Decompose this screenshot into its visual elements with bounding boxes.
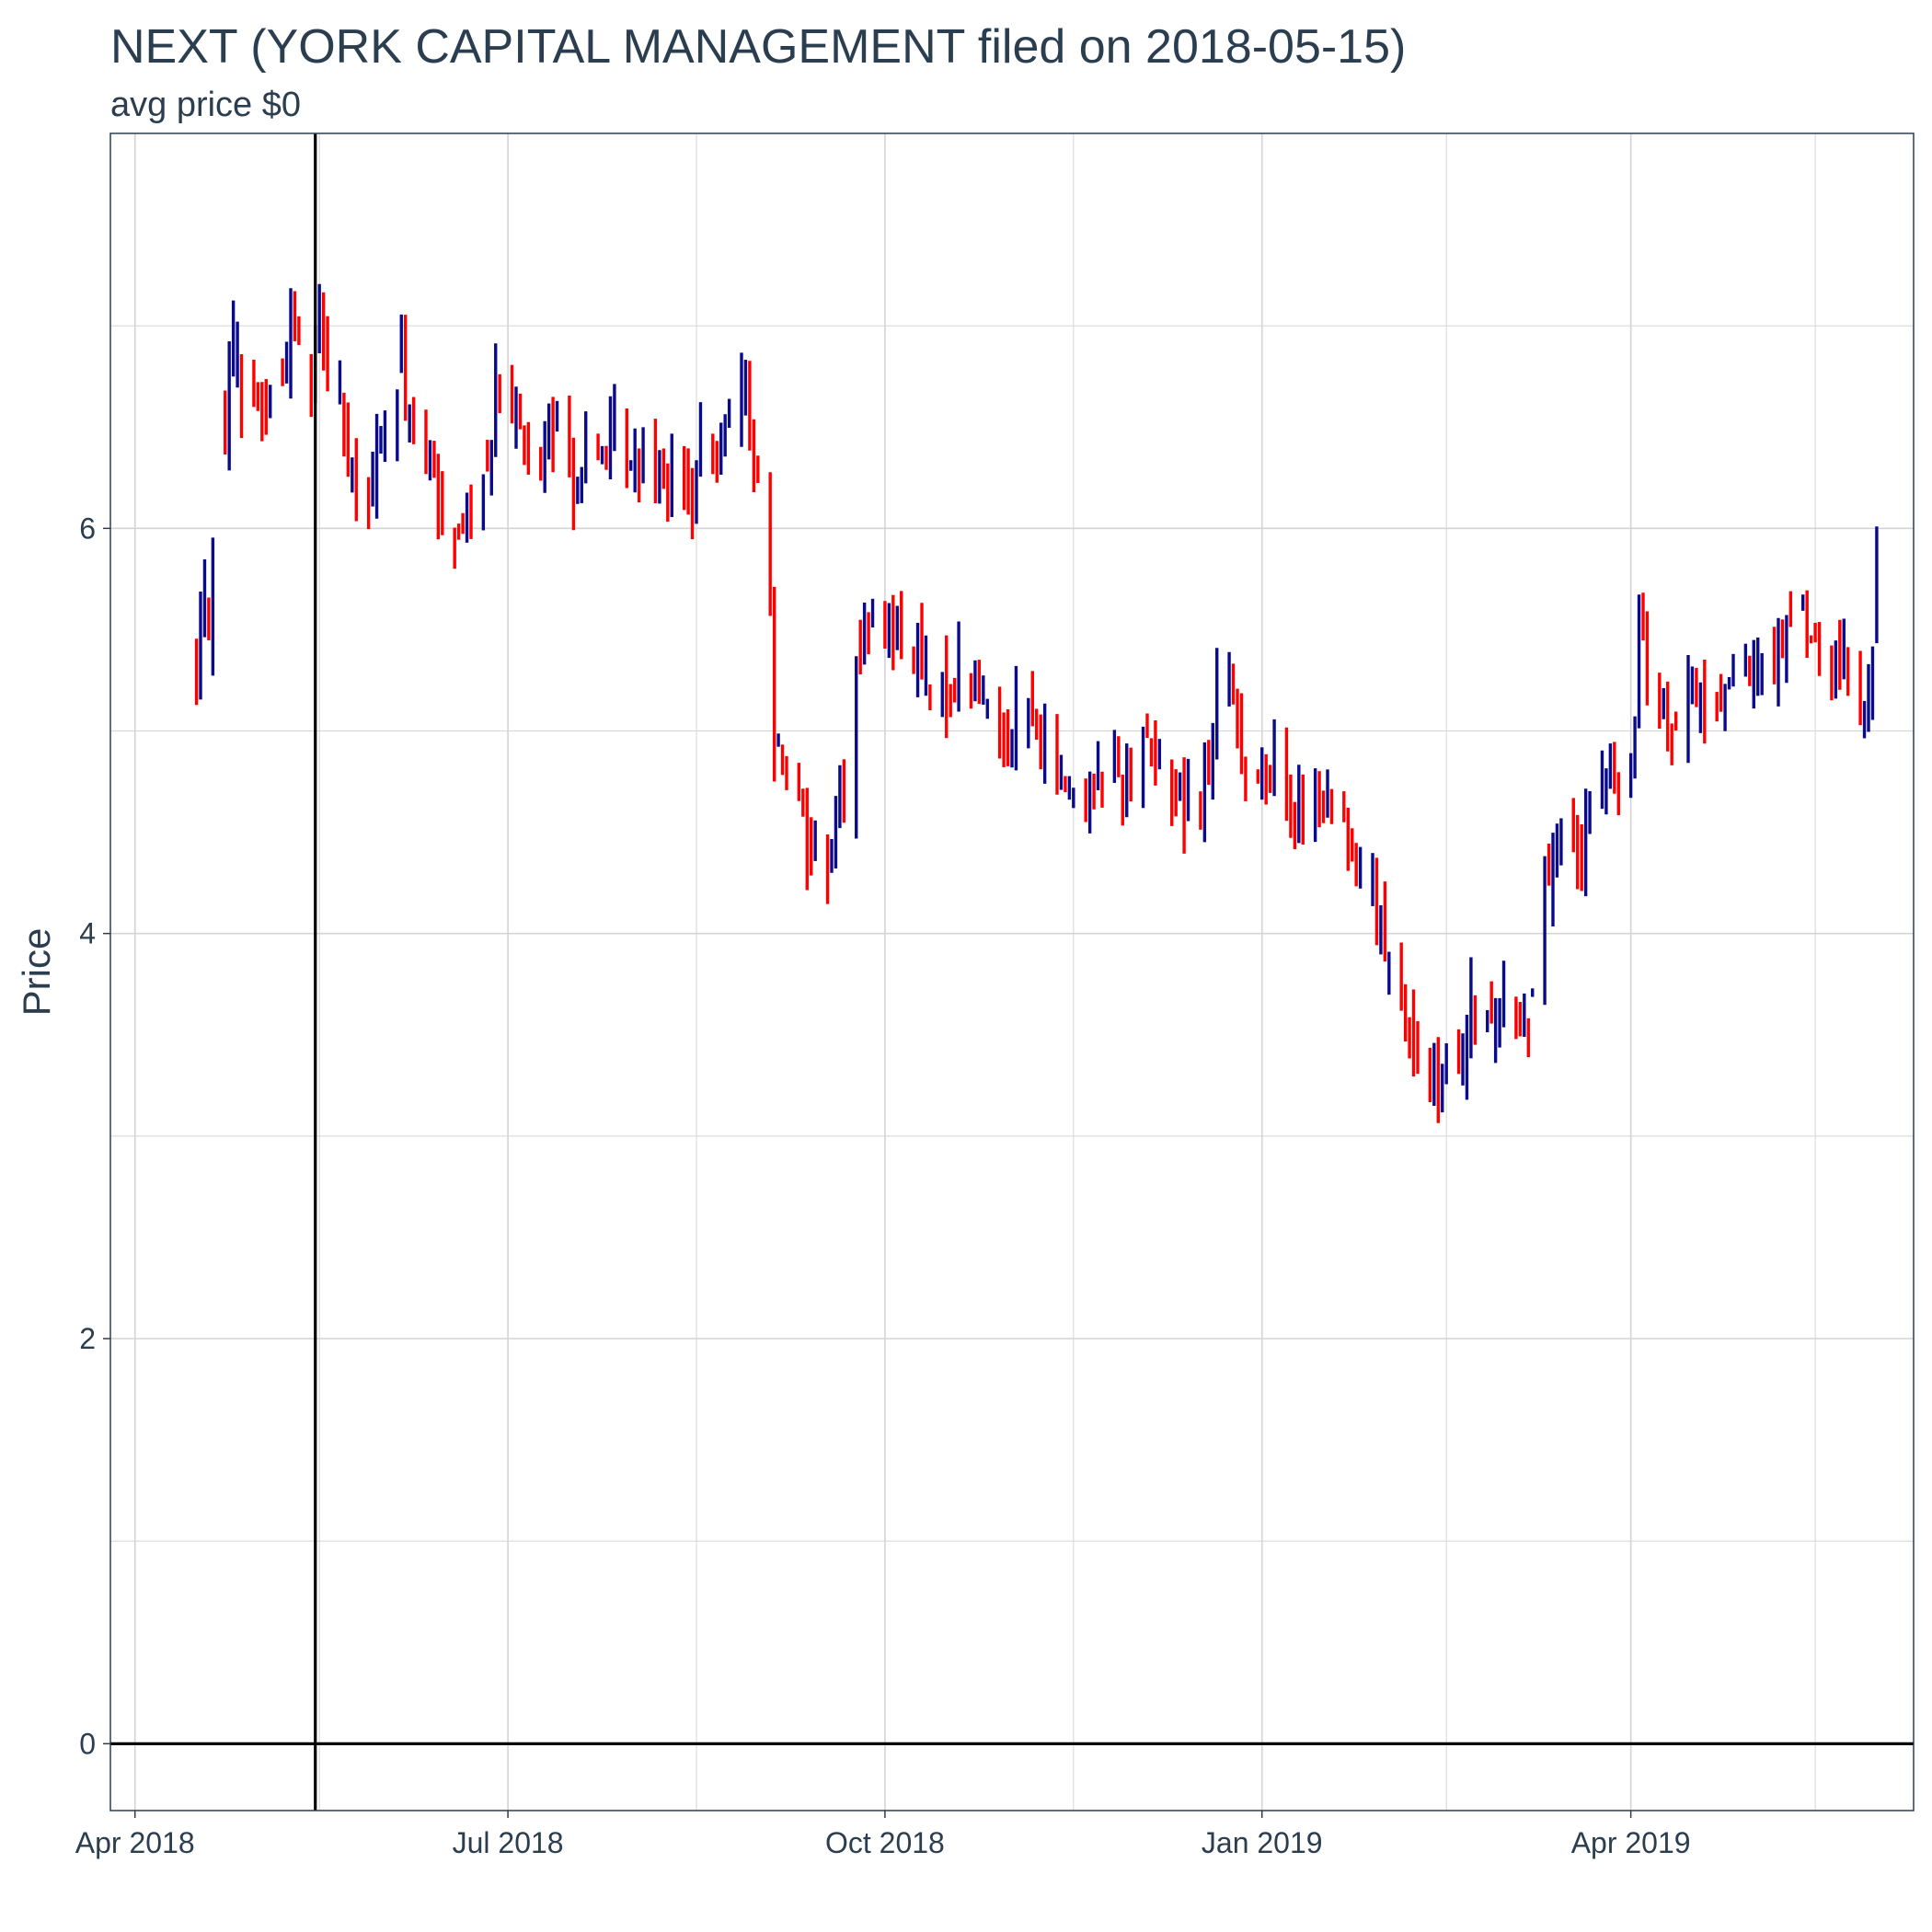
grid-layer [110, 133, 1914, 1811]
x-tick-label: Jan 2019 [1202, 1826, 1323, 1859]
y-tick-label: 2 [79, 1322, 96, 1355]
y-tick-label: 6 [79, 512, 96, 545]
x-tick-label: Oct 2018 [825, 1826, 945, 1859]
chart-subtitle: avg price $0 [110, 86, 301, 124]
y-tick-label: 0 [79, 1727, 96, 1760]
x-tick-label: Apr 2019 [1571, 1826, 1691, 1859]
x-tick-label: Jul 2018 [453, 1826, 564, 1859]
y-axis-ticks: 0 2 4 6 [79, 512, 110, 1760]
reference-lines [110, 133, 1914, 1811]
y-axis-title: Price [15, 928, 58, 1017]
plot-panel-border [109, 132, 1915, 1811]
x-axis-ticks: Apr 2018 Jul 2018 Oct 2018 Jan 2019 Apr 2019 [75, 1811, 1691, 1859]
x-tick-label: Apr 2018 [75, 1826, 195, 1859]
price-bars [194, 283, 1879, 1123]
y-tick-label: 4 [79, 917, 96, 950]
chart-title: NEXT (YORK CAPITAL MANAGEMENT filed on 2… [110, 20, 1406, 74]
